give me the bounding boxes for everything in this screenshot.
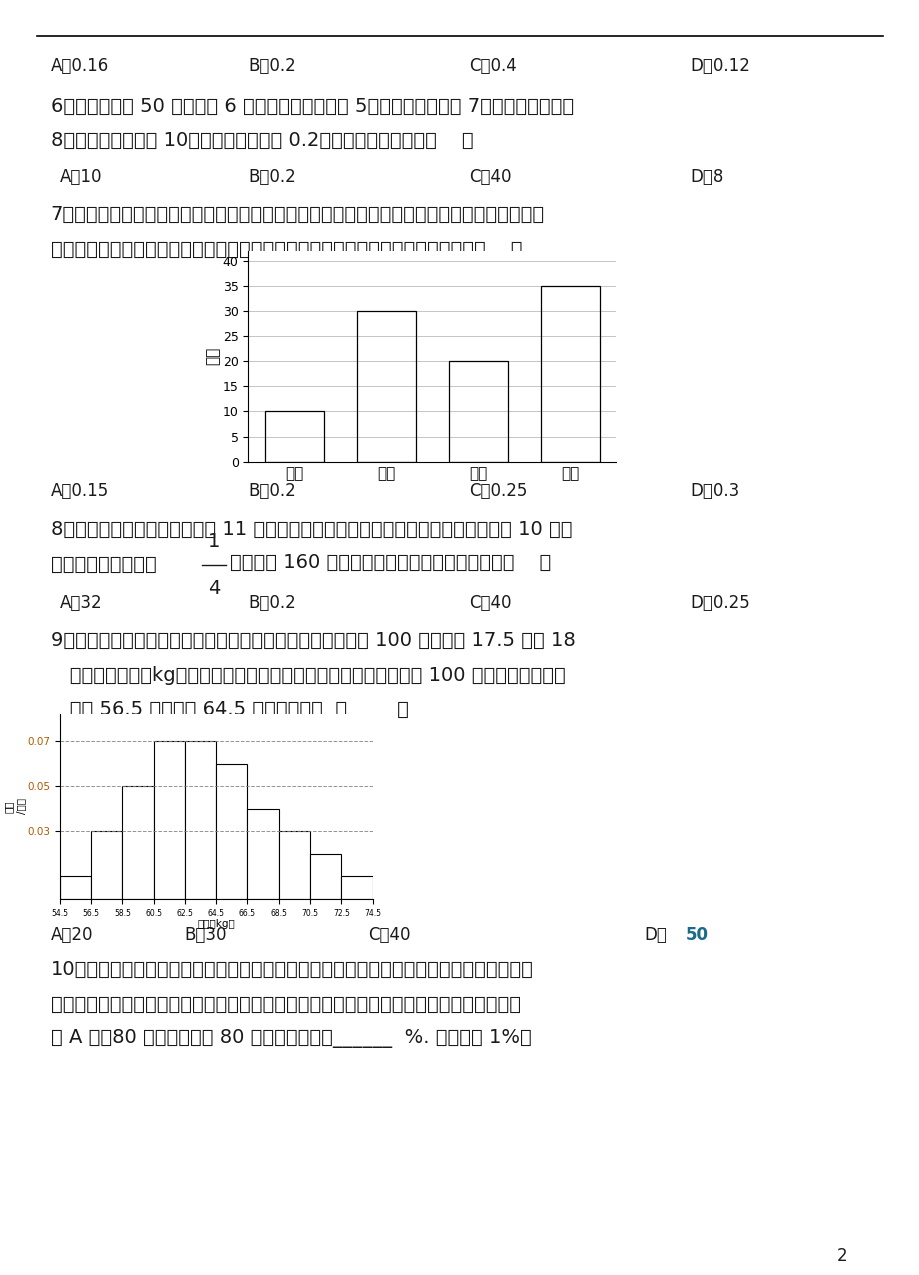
Text: 9．为了了解某地区初三学生的身体发育情况，抽查了该地区 100 名年龄为 17.5 岁－ 18: 9．为了了解某地区初三学生的身体发育情况，抽查了该地区 100 名年龄为 17.… — [51, 631, 574, 650]
Text: A．0.15: A．0.15 — [51, 482, 108, 500]
Bar — [60, 876, 91, 899]
Text: C．0.4: C．0.4 — [469, 57, 516, 75]
Text: A．10: A．10 — [60, 168, 102, 186]
Text: 10．对某班最近一次数学测试成绩（得分取整数）进行统计分析，将所有成绩由低到高分成: 10．对某班最近一次数学测试成绩（得分取整数）进行统计分析，将所有成绩由低到高分… — [51, 960, 533, 979]
Bar — [185, 741, 216, 899]
Text: D．0.25: D．0.25 — [689, 594, 749, 612]
Text: A．20: A．20 — [51, 926, 93, 944]
Text: C．40: C．40 — [368, 926, 410, 944]
Text: 长方形的频数的和的: 长方形的频数的和的 — [51, 555, 156, 574]
Bar — [247, 808, 278, 899]
Text: 6．一组数据共 50 个，分为 6 组，第一组的频数为 5，第二组的频数为 7，第三组的频数为: 6．一组数据共 50 个，分为 6 组，第一组的频数为 5，第二组的频数为 7，… — [51, 97, 573, 116]
Text: D．0.12: D．0.12 — [689, 57, 749, 75]
Text: 等于 56.5 小于等于 64.5 的学生人数是  （        ）: 等于 56.5 小于等于 64.5 的学生人数是 （ ） — [51, 700, 408, 719]
Bar — [448, 361, 508, 462]
Text: C．40: C．40 — [469, 168, 511, 186]
Text: D．0.3: D．0.3 — [689, 482, 739, 500]
Text: A．0.16: A．0.16 — [51, 57, 108, 75]
Text: C．0.25: C．0.25 — [469, 482, 527, 500]
Text: 岁的男生体重（kg），得到频率分布直方图如下：根据上图可得这 100 名学生中体重大于: 岁的男生体重（kg），得到频率分布直方图如下：根据上图可得这 100 名学生中体… — [51, 666, 565, 685]
Bar — [153, 741, 185, 899]
Text: D．8: D．8 — [689, 168, 722, 186]
Bar — [265, 412, 324, 462]
Bar — [216, 764, 247, 899]
Text: B．0.2: B．0.2 — [248, 594, 296, 612]
Bar — [310, 854, 341, 899]
Y-axis label: 人数: 人数 — [205, 347, 220, 366]
Text: ，且共有 160 个数据，则中间一组数据的频数是（    ）: ，且共有 160 个数据，则中间一组数据的频数是（ ） — [230, 553, 550, 572]
Text: 五组，并绘制成如图所示的频数分布直方图，根据直方图提供的信息，在这次测试中，成绩: 五组，并绘制成如图所示的频数分布直方图，根据直方图提供的信息，在这次测试中，成绩 — [51, 994, 520, 1014]
Bar — [122, 787, 153, 899]
Y-axis label: 频率
/组距: 频率 /组距 — [4, 798, 26, 815]
Text: 4: 4 — [208, 579, 221, 598]
Text: B．0.2: B．0.2 — [248, 482, 296, 500]
Text: B．0.2: B．0.2 — [248, 57, 296, 75]
Text: 1: 1 — [208, 532, 221, 551]
Bar — [357, 311, 416, 462]
Text: 8．在频数分布直方图中，共有 11 个小长方形，若中间一个小长方形的频数等于其他 10 个小: 8．在频数分布直方图中，共有 11 个小长方形，若中间一个小长方形的频数等于其他… — [51, 520, 572, 539]
X-axis label: 体重（kg）: 体重（kg） — [197, 919, 235, 929]
Bar — [540, 287, 600, 462]
Text: B．0.2: B．0.2 — [248, 168, 296, 186]
Text: 2: 2 — [836, 1247, 847, 1265]
Text: C．40: C．40 — [469, 594, 511, 612]
Bar — [91, 831, 122, 899]
Text: D．: D． — [643, 926, 666, 944]
Text: 50: 50 — [685, 926, 708, 944]
Text: B．30: B．30 — [184, 926, 226, 944]
Text: 7．某校对初中学生开展的四项课外活动进行了一次抽样调查（每人只参加其中的一项活动），: 7．某校对初中学生开展的四项课外活动进行了一次抽样调查（每人只参加其中的一项活动… — [51, 205, 544, 224]
Text: A．32: A．32 — [60, 594, 102, 612]
Text: 调查结果如图所示，根据图形所提供的样本数据，可得学生参加科技活动的频率是（    ）: 调查结果如图所示，根据图形所提供的样本数据，可得学生参加科技活动的频率是（ ） — [51, 240, 522, 259]
Text: 8，第四组的频数为 10，第五组的频率是 0.2，则第六组的频数是（    ）: 8，第四组的频数为 10，第五组的频率是 0.2，则第六组的频数是（ ） — [51, 131, 472, 150]
Bar — [278, 831, 310, 899]
Bar — [341, 876, 372, 899]
Text: 为 A 等（80 分以上，不含 80 分）的百分率为______  %. （精确到 1%）: 为 A 等（80 分以上，不含 80 分）的百分率为______ %. （精确到… — [51, 1029, 531, 1048]
